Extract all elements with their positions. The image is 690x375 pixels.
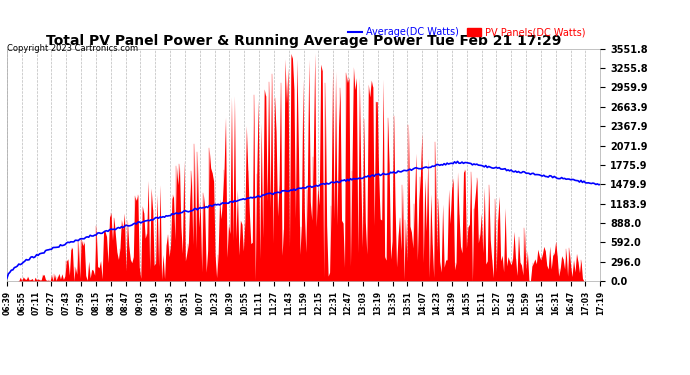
Title: Total PV Panel Power & Running Average Power Tue Feb 21 17:29: Total PV Panel Power & Running Average P… [46, 34, 561, 48]
Legend: Average(DC Watts), PV Panels(DC Watts): Average(DC Watts), PV Panels(DC Watts) [344, 23, 589, 41]
Text: Copyright 2023 Cartronics.com: Copyright 2023 Cartronics.com [7, 44, 138, 52]
